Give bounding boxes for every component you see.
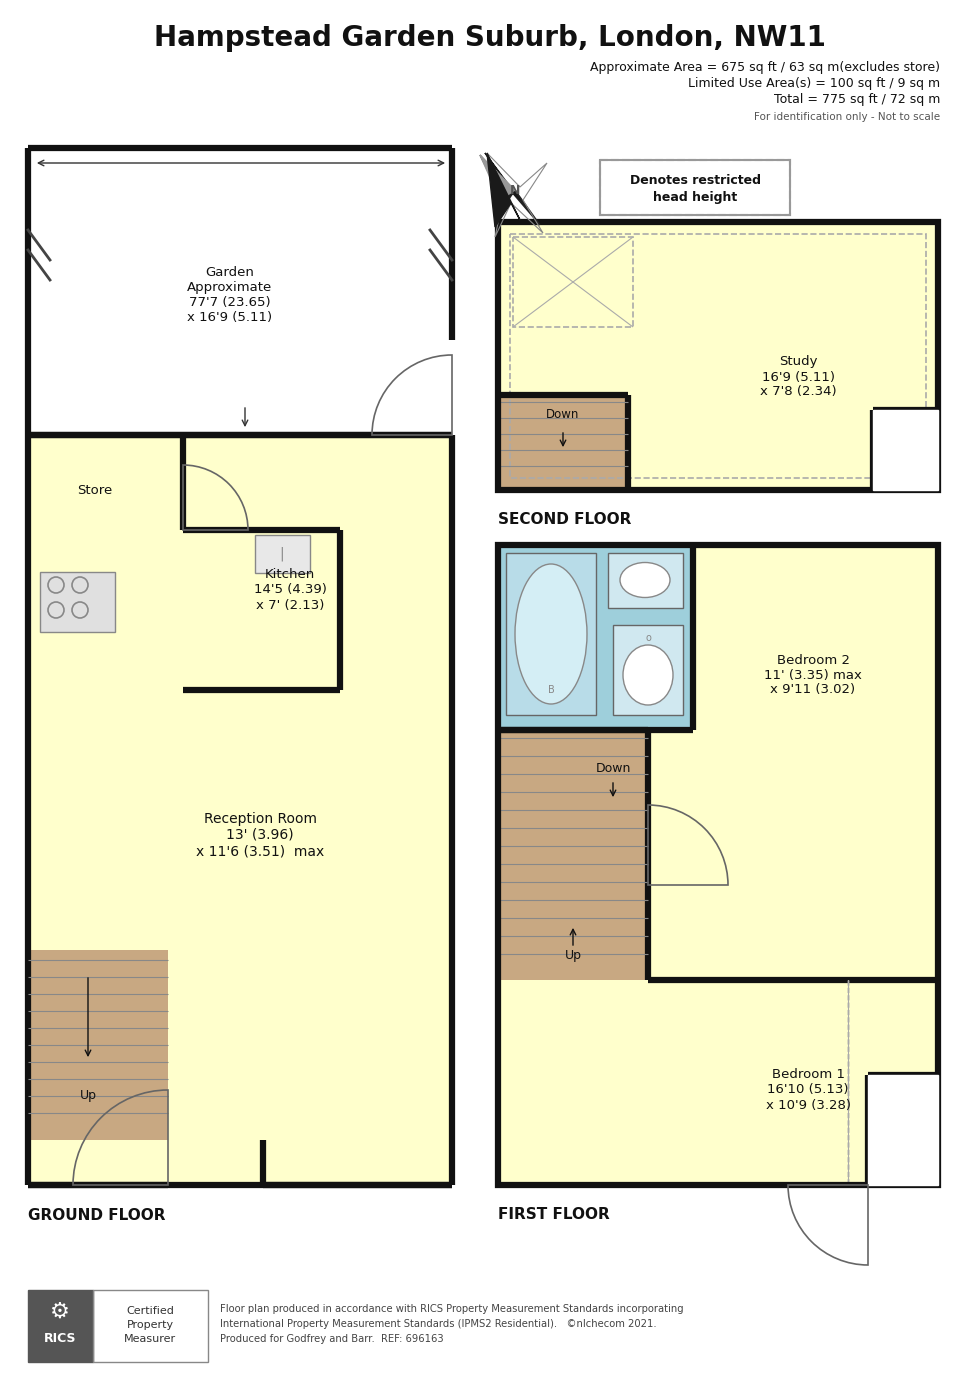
Text: & BARR: & BARR <box>169 873 371 918</box>
Text: head height: head height <box>653 191 737 205</box>
Bar <box>613 625 683 715</box>
Bar <box>498 545 938 1185</box>
Text: Garden
Approximate
77'7 (23.65)
x 16'9 (5.11): Garden Approximate 77'7 (23.65) x 16'9 (… <box>187 266 272 324</box>
Bar <box>28 1290 93 1362</box>
Bar <box>498 545 938 1185</box>
Text: B: B <box>548 685 555 694</box>
Bar <box>513 237 633 327</box>
Bar <box>498 222 938 491</box>
Text: Property: Property <box>126 1319 173 1331</box>
Text: & BARR: & BARR <box>651 753 829 794</box>
Text: N: N <box>510 183 520 197</box>
Bar <box>498 730 648 980</box>
Bar <box>93 1290 208 1362</box>
Ellipse shape <box>623 644 673 705</box>
Polygon shape <box>485 152 520 200</box>
Polygon shape <box>480 155 540 225</box>
Bar <box>498 545 693 730</box>
Text: SECOND FLOOR: SECOND FLOOR <box>498 511 631 527</box>
Bar <box>498 222 938 491</box>
Bar <box>28 148 452 435</box>
Text: For identification only - Not to scale: For identification only - Not to scale <box>754 112 940 122</box>
Text: ⚙: ⚙ <box>50 1301 70 1322</box>
Text: Approximate Area = 675 sq ft / 63 sq m(excludes store): Approximate Area = 675 sq ft / 63 sq m(e… <box>590 61 940 75</box>
Polygon shape <box>487 152 520 227</box>
Bar <box>510 234 926 478</box>
Text: Up: Up <box>564 948 581 962</box>
Bar <box>28 435 452 1185</box>
Text: Store: Store <box>77 484 113 496</box>
Text: GODFREY: GODFREY <box>598 710 822 751</box>
Text: Study
16'9 (5.11)
x 7'8 (2.34): Study 16'9 (5.11) x 7'8 (2.34) <box>760 355 836 399</box>
Text: Denotes restricted: Denotes restricted <box>629 175 760 187</box>
Text: o: o <box>645 633 651 643</box>
Text: Hampstead Garden Suburb, London, NW11: Hampstead Garden Suburb, London, NW11 <box>154 24 826 53</box>
Bar <box>873 410 938 491</box>
Bar <box>28 435 183 610</box>
Bar <box>506 553 596 715</box>
Bar <box>255 535 310 572</box>
Text: Kitchen
14'5 (4.39)
x 7' (2.13): Kitchen 14'5 (4.39) x 7' (2.13) <box>254 568 326 611</box>
Text: Reception Room
13' (3.96)
x 11'6 (3.51)  max: Reception Room 13' (3.96) x 11'6 (3.51) … <box>196 812 324 858</box>
Text: Certified: Certified <box>126 1306 173 1315</box>
Bar <box>608 553 683 608</box>
Bar <box>600 159 790 215</box>
Text: Down: Down <box>546 409 580 421</box>
Text: Floor plan produced in accordance with RICS Property Measurement Standards incor: Floor plan produced in accordance with R… <box>220 1304 684 1343</box>
Text: Up: Up <box>79 1088 96 1102</box>
Text: Measurer: Measurer <box>123 1333 176 1344</box>
Text: Bedroom 2
11' (3.35) max
x 9'11 (3.02): Bedroom 2 11' (3.35) max x 9'11 (3.02) <box>764 654 862 697</box>
Bar <box>498 395 628 491</box>
Text: |: | <box>279 546 284 561</box>
Text: GROUND FLOOR: GROUND FLOOR <box>28 1209 166 1222</box>
Bar <box>868 1076 938 1185</box>
Bar <box>600 159 790 215</box>
Bar <box>40 572 115 632</box>
Text: Down: Down <box>595 761 631 775</box>
Text: GODFREY: GODFREY <box>103 827 357 873</box>
Text: RICS: RICS <box>44 1332 76 1344</box>
Polygon shape <box>480 155 515 200</box>
Text: Total = 775 sq ft / 72 sq m: Total = 775 sq ft / 72 sq m <box>773 93 940 107</box>
Text: Bedroom 1
16'10 (5.13)
x 10'9 (3.28): Bedroom 1 16'10 (5.13) x 10'9 (3.28) <box>765 1069 851 1112</box>
Ellipse shape <box>515 564 587 704</box>
Bar <box>28 949 168 1141</box>
Text: Limited Use Area(s) = 100 sq ft / 9 sq m: Limited Use Area(s) = 100 sq ft / 9 sq m <box>688 78 940 90</box>
Text: FIRST FLOOR: FIRST FLOOR <box>498 1207 610 1222</box>
Ellipse shape <box>620 563 670 597</box>
